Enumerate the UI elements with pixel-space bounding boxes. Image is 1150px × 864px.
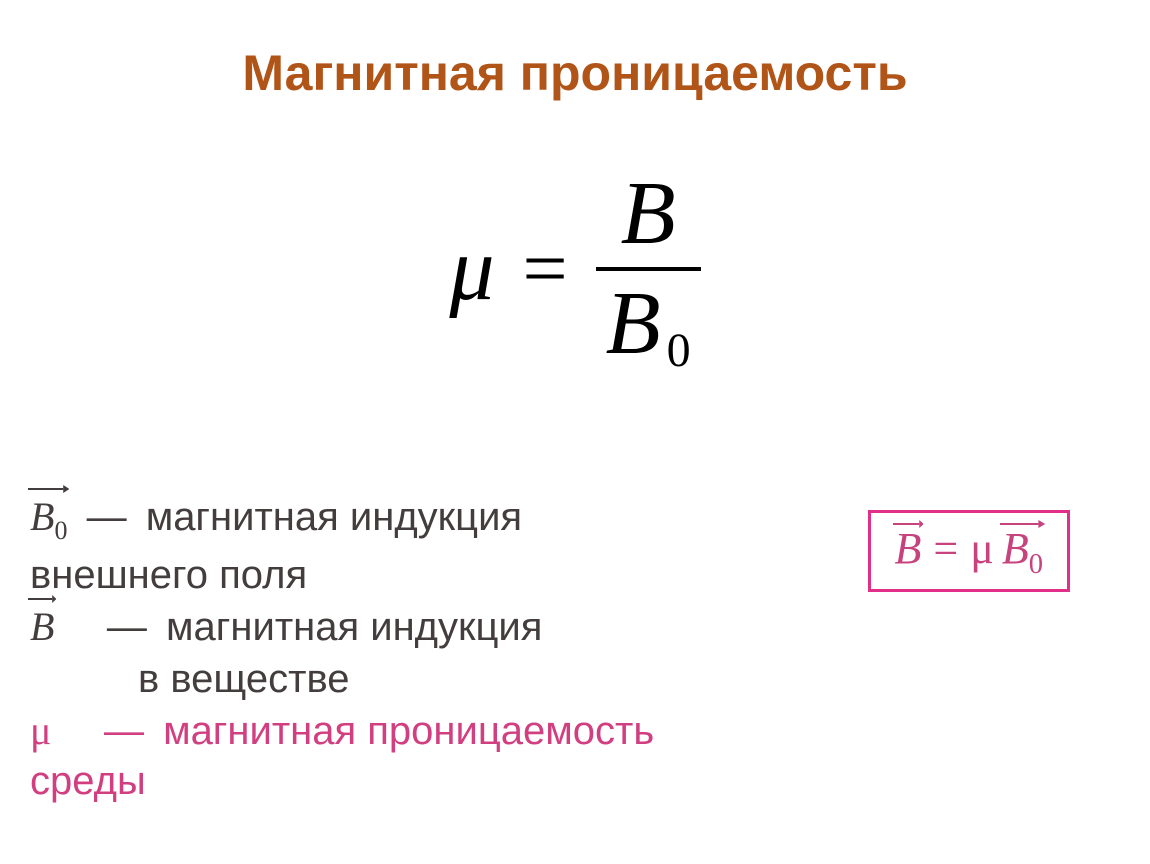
boxed-formula: B = μ B0 — [868, 510, 1071, 592]
boxed-equals: = — [929, 527, 962, 571]
definition-b-desc-1: магнитная индукция — [166, 605, 542, 649]
boxed-mu: μ — [970, 527, 994, 571]
definition-b0-desc-2: внешнего поля — [30, 553, 307, 597]
page-title: Магнитная проницаемость — [0, 44, 1150, 102]
definition-b0-line2: внешнего поля — [30, 550, 730, 600]
definition-b0-line1: B0 — магнитная индукция — [30, 492, 730, 548]
vector-arrow-icon — [893, 519, 924, 529]
boxed-rhs-vector: B0 — [1002, 527, 1043, 579]
definition-mu-dash: — — [96, 709, 152, 753]
formula-numerator: B — [597, 165, 700, 267]
vector-arrow-icon — [28, 594, 56, 604]
definition-b-line1: B — магнитная индукция — [30, 602, 730, 652]
boxed-lhs-base: B — [895, 524, 922, 573]
slide-page: Магнитная проницаемость μ = B B 0 B0 — [0, 0, 1150, 864]
definition-b-dash: — — [99, 605, 155, 649]
vector-b-base: B — [30, 604, 54, 649]
definition-mu-symbol: μ — [30, 708, 51, 753]
boxed-rhs-base: B — [1002, 524, 1029, 573]
definitions-block: B0 — магнитная индукция внешнего поля B … — [30, 490, 730, 808]
definition-b-desc-2: в веществе — [138, 657, 349, 701]
boxed-lhs-vector: B — [895, 527, 922, 571]
formula-denominator-sub: 0 — [667, 327, 691, 375]
definition-b-line2: в веществе — [30, 654, 730, 704]
formula-denominator-base: B — [606, 279, 661, 369]
vector-b0-symbol: B0 — [30, 492, 67, 548]
formula-equals: = — [523, 224, 568, 315]
vector-arrow-icon — [1000, 519, 1045, 529]
definition-b0-desc-1: магнитная индукция — [146, 495, 522, 539]
definition-mu-line: μ — магнитная проницаемость среды — [30, 706, 730, 806]
vector-b-symbol: B — [30, 602, 54, 652]
boxed-rhs-sub: 0 — [1029, 549, 1043, 580]
vector-b0-base: B — [30, 494, 54, 539]
formula-mu-symbol: μ — [449, 218, 494, 321]
vector-arrow-icon — [28, 484, 69, 494]
definition-b0-dash: — — [79, 495, 135, 539]
formula-fraction: B B 0 — [596, 165, 701, 373]
formula-denominator: B 0 — [596, 271, 701, 373]
vector-b0-sub: 0 — [54, 516, 67, 545]
main-formula: μ = B B 0 — [0, 165, 1150, 373]
